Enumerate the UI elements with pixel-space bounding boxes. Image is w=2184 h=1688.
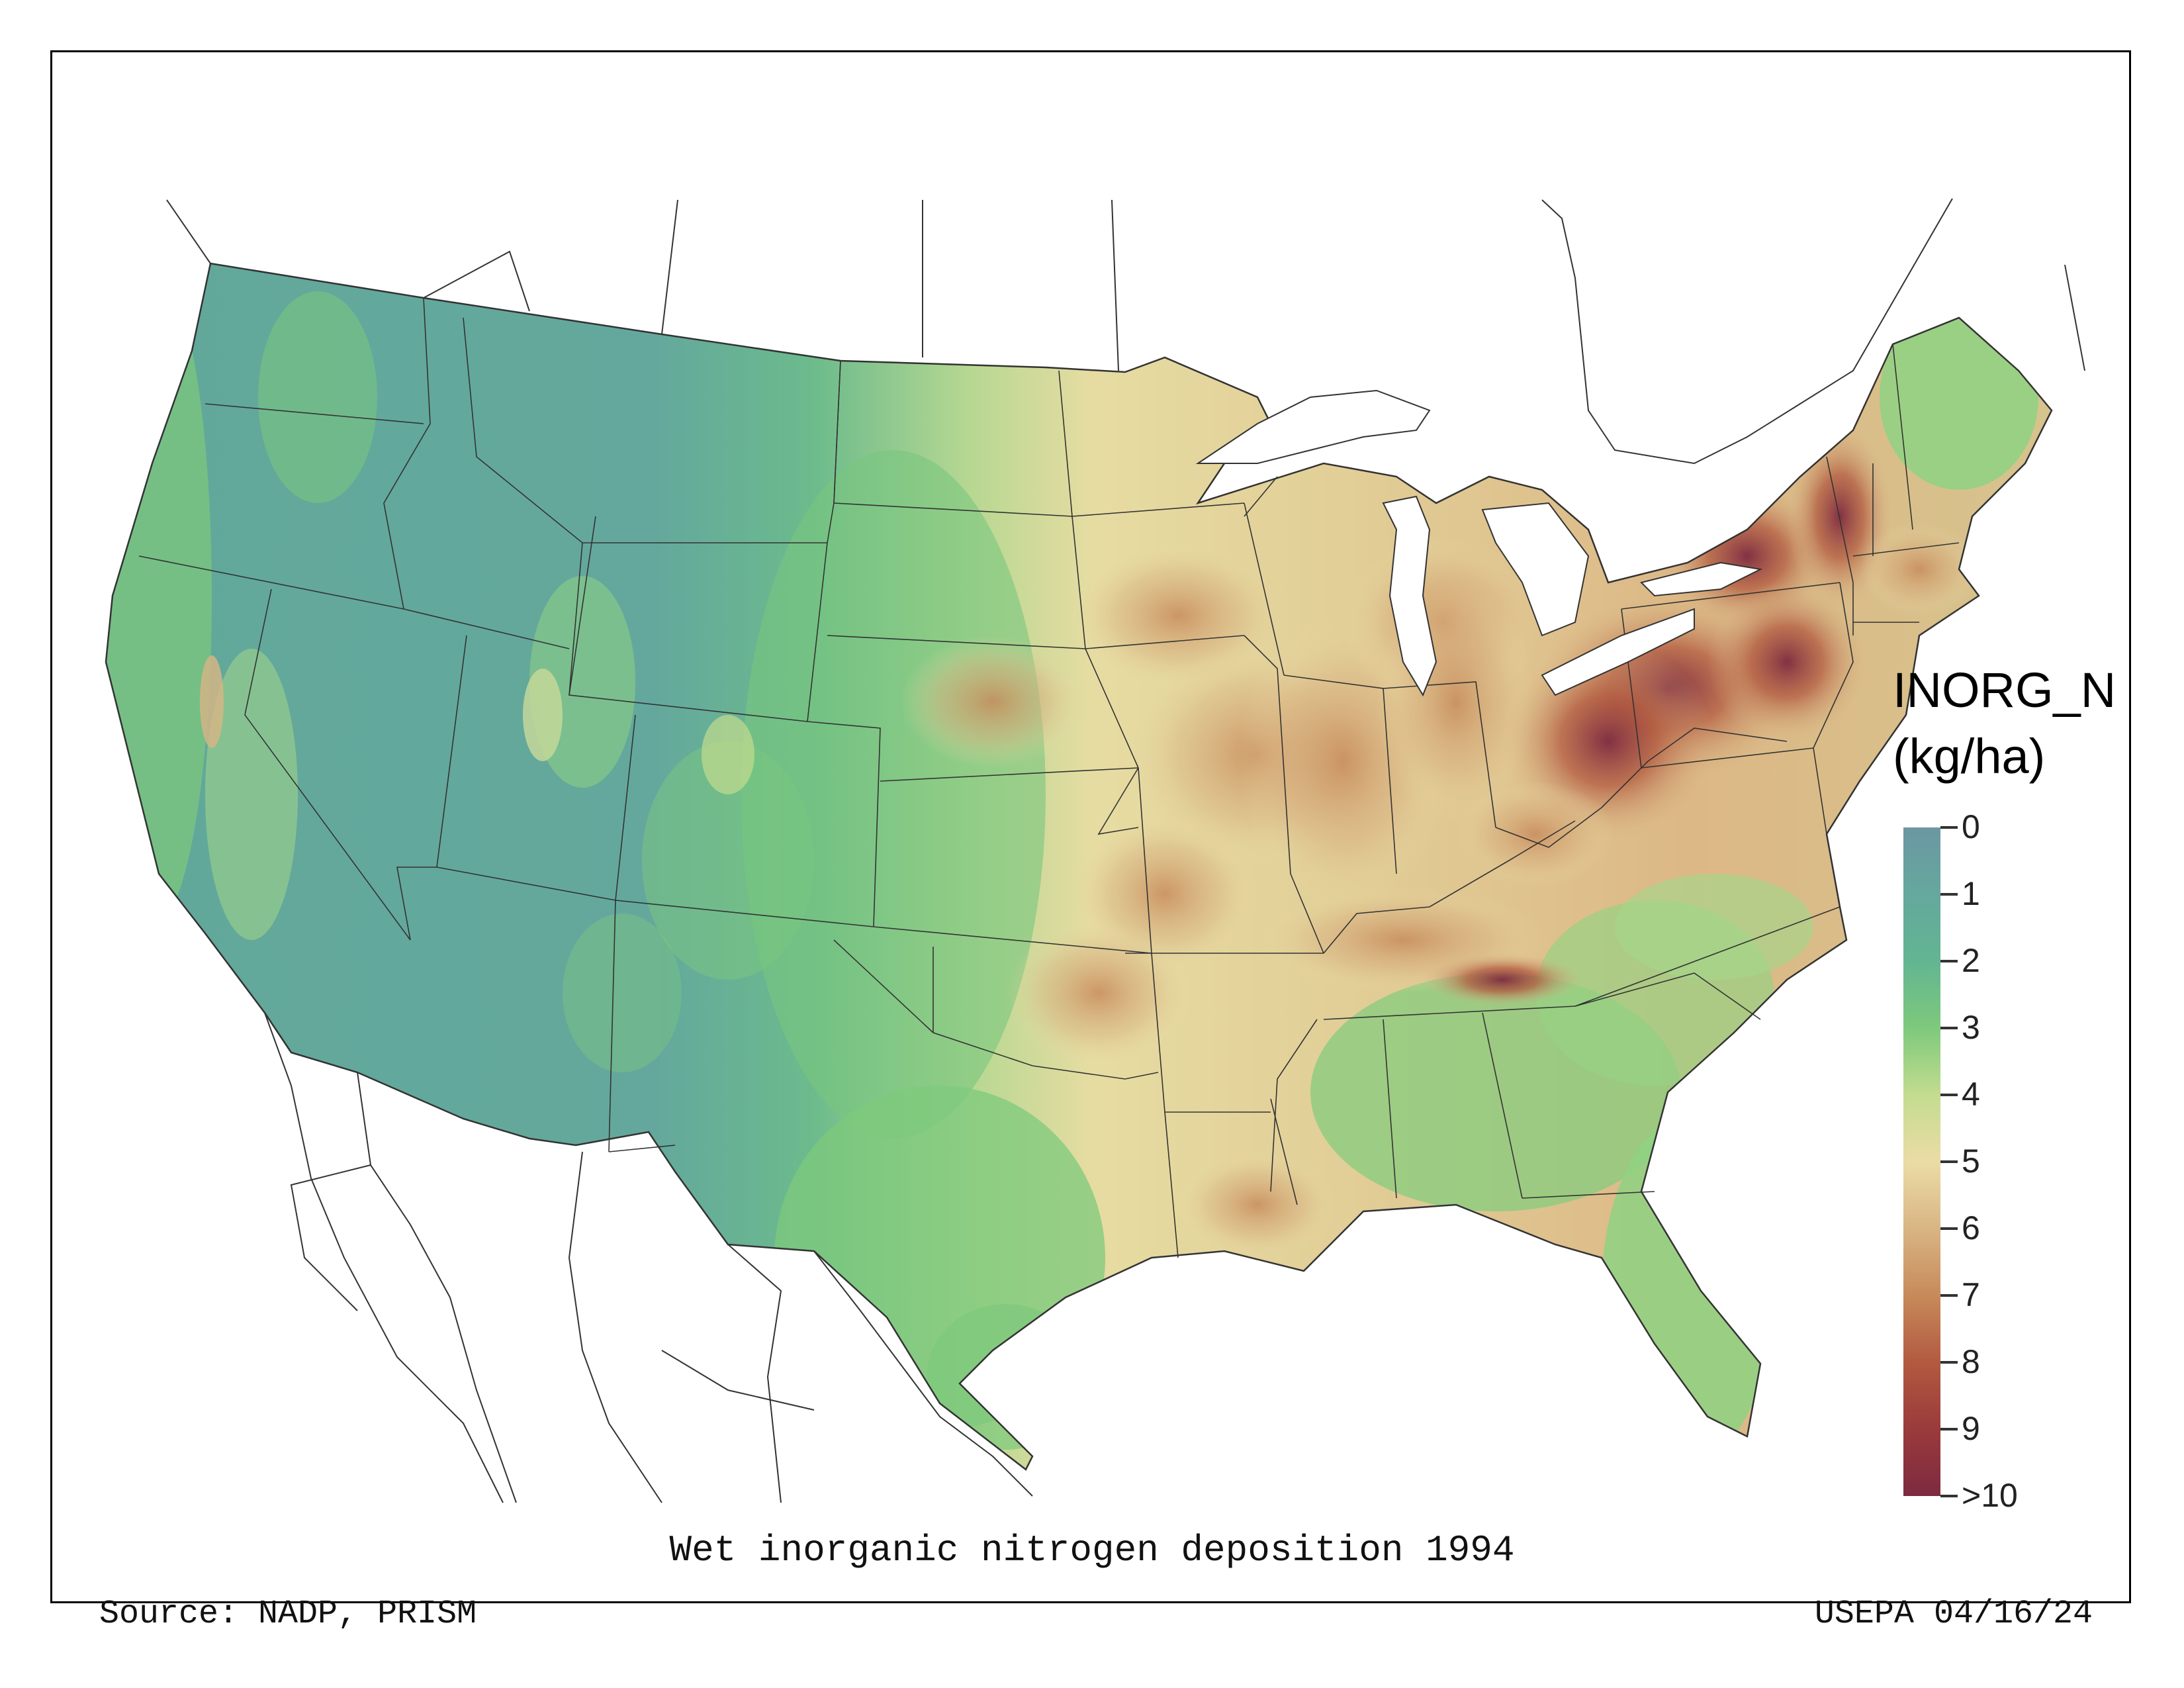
lake-michigan bbox=[1382, 495, 1437, 697]
legend-tick-mark bbox=[1940, 1160, 1958, 1163]
legend-units: (kg/ha) bbox=[1893, 729, 2046, 784]
lake-erie bbox=[1541, 608, 1695, 696]
source-credit: Source: NADP, PRISM bbox=[99, 1595, 477, 1633]
legend-tick-mark bbox=[1940, 1361, 1958, 1364]
neighbor-boundaries bbox=[166, 198, 2085, 1503]
legend-tick-mark bbox=[1940, 1294, 1958, 1297]
legend-color-bar bbox=[1903, 827, 1940, 1496]
gulf-coast bbox=[939, 1403, 1033, 1471]
legend-tick-mark bbox=[1940, 960, 1958, 962]
us-outline bbox=[105, 262, 2053, 1471]
legend-tick-label: >10 bbox=[1962, 1477, 2018, 1514]
legend-tick-label: 0 bbox=[1962, 808, 1980, 845]
lake-ontario bbox=[1640, 561, 1763, 597]
great-lakes bbox=[1195, 389, 1763, 697]
legend-tick-label: 9 bbox=[1962, 1410, 1980, 1447]
legend-tick-label: 1 bbox=[1962, 875, 1980, 912]
lake-huron bbox=[1481, 502, 1590, 637]
legend-tick-label: 4 bbox=[1962, 1076, 1980, 1113]
legend-title: INORG_N bbox=[1893, 663, 2116, 718]
lake-superior bbox=[1195, 389, 1431, 464]
legend-tick-mark bbox=[1940, 826, 1958, 829]
legend-tick-mark bbox=[1940, 893, 1958, 896]
deposition-field bbox=[106, 263, 2052, 1470]
legend-tick-label: 5 bbox=[1962, 1143, 1980, 1180]
state-boundaries bbox=[138, 297, 1960, 1258]
legend-tick-label: 7 bbox=[1962, 1276, 1980, 1313]
legend-tick-label: 6 bbox=[1962, 1209, 1980, 1246]
legend-tick-mark bbox=[1940, 1227, 1958, 1230]
legend-tick-mark bbox=[1940, 1428, 1958, 1430]
map-title: Wet inorganic nitrogen deposition 1994 bbox=[669, 1529, 1515, 1571]
legend-tick-mark bbox=[1940, 1094, 1958, 1096]
legend-tick-label: 8 bbox=[1962, 1343, 1980, 1380]
legend-tick-label: 3 bbox=[1962, 1009, 1980, 1046]
legend-tick-mark bbox=[1940, 1495, 1958, 1497]
legend-tick-mark bbox=[1940, 1027, 1958, 1029]
agency-date: USEPA 04/16/24 bbox=[1814, 1595, 2093, 1633]
legend-tick-label: 2 bbox=[1962, 942, 1980, 979]
